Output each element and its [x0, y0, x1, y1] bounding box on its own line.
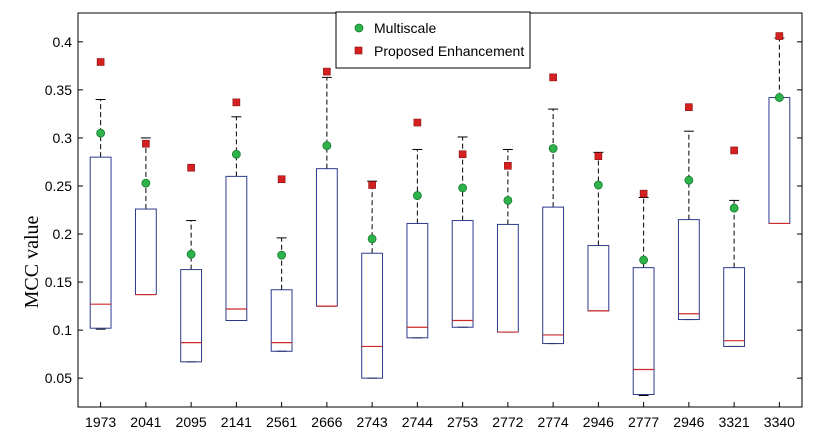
proposed-enhancement-point: [142, 139, 150, 148]
axes: 0.05 0.1 0.15 0.2 0.25 0.3 0.35 0.4 1973 2041 2095…: [45, 12, 803, 430]
x-tick-label: 2095: [176, 414, 207, 430]
plot-area: [89, 32, 791, 396]
proposed-enhancement-point: [594, 152, 603, 160]
multiscale-point: [548, 144, 558, 153]
box: [496, 223, 519, 333]
legend-proposed-label: Proposed Enhancement: [374, 43, 524, 59]
box-group: [632, 197, 655, 396]
multiscale-point: [186, 249, 196, 259]
y-tick-label: 0.2: [53, 226, 73, 242]
legend-box: [335, 11, 531, 69]
plot-frame: [77, 12, 803, 408]
multiscale-point: [458, 183, 468, 193]
box-group: [768, 37, 791, 225]
multiscale-point: [322, 141, 332, 151]
legend-proposed-marker: [354, 46, 363, 55]
box: [632, 267, 655, 396]
proposed-enhancement-point: [232, 98, 241, 107]
y-tick-label: 0.1: [53, 322, 73, 338]
box-group: [542, 108, 565, 345]
y-tick-label: 0.35: [45, 82, 72, 98]
x-tick-label: 2141: [221, 414, 252, 430]
y-tick-label: 0.4: [53, 34, 73, 50]
box: [315, 168, 338, 307]
x-tick-label: 3340: [764, 414, 795, 430]
y-tick-label: 0.15: [45, 274, 72, 290]
box: [587, 245, 610, 312]
x-tick-label: 2777: [628, 414, 659, 430]
y-tick-label: 0.3: [53, 130, 73, 146]
multiscale-point: [684, 175, 694, 185]
x-tick-label: 2561: [266, 414, 297, 430]
multiscale-point: [277, 250, 287, 260]
x-tick-label: 2753: [447, 414, 478, 430]
box-group: [361, 180, 384, 379]
multiscale-point: [729, 203, 739, 213]
y-axis-label: MCC value: [21, 215, 43, 308]
y-tick-label: 0.25: [45, 178, 72, 194]
box: [768, 97, 791, 224]
legend-multiscale-marker: [354, 23, 364, 33]
box-group: [451, 136, 474, 328]
multiscale-point: [96, 128, 106, 138]
proposed-enhancement-point: [96, 58, 105, 66]
x-tick-label: 1973: [85, 414, 116, 430]
proposed-enhancement-point: [639, 189, 648, 198]
multiscale-point: [367, 234, 377, 244]
proposed-enhancement-point: [549, 73, 557, 82]
box: [89, 156, 112, 329]
proposed-enhancement-point: [685, 103, 693, 111]
box: [542, 206, 565, 345]
box-group: [315, 76, 338, 307]
multiscale-point: [774, 93, 784, 102]
box: [270, 289, 293, 352]
multiscale-point: [412, 191, 422, 200]
box: [677, 219, 700, 321]
x-tick-label: 2744: [402, 414, 433, 430]
box: [406, 222, 429, 339]
box-group: [89, 98, 112, 330]
proposed-enhancement-point: [187, 163, 195, 172]
box-group: [270, 237, 293, 352]
y-tick-label: 0.05: [45, 370, 72, 386]
box-group: [406, 148, 429, 339]
box: [723, 267, 746, 347]
x-tick-label: 3321: [719, 414, 750, 430]
x-tick-label: 2772: [492, 414, 523, 430]
proposed-enhancement-point: [775, 32, 784, 40]
x-tick-label: 2946: [583, 414, 614, 430]
x-tick-label: 2946: [673, 414, 704, 430]
proposed-enhancement-point: [323, 67, 331, 76]
multiscale-point: [141, 178, 151, 188]
box: [225, 175, 248, 322]
multiscale-point: [593, 180, 603, 190]
proposed-enhancement-point: [504, 161, 512, 170]
proposed-enhancement-point: [413, 118, 422, 127]
box-group: [496, 148, 519, 333]
box-group: [677, 130, 700, 321]
box-group: [134, 137, 157, 296]
legend: Multiscale Proposed Enhancement: [335, 11, 531, 69]
legend-multiscale-label: Multiscale: [374, 20, 436, 36]
proposed-enhancement-point: [458, 150, 467, 159]
box: [134, 208, 157, 296]
box: [451, 220, 474, 328]
x-tick-label: 2666: [311, 414, 342, 430]
x-tick-label: 2774: [538, 414, 569, 430]
proposed-enhancement-point: [368, 181, 376, 189]
multiscale-point: [503, 195, 513, 205]
box-group: [225, 116, 248, 322]
multiscale-point: [231, 149, 241, 159]
box-group: [723, 199, 746, 347]
box-group: [180, 220, 203, 363]
box: [361, 252, 384, 379]
multiscale-point: [639, 255, 649, 265]
x-tick-label: 2041: [130, 414, 161, 430]
x-tick-label: 2743: [357, 414, 388, 430]
proposed-enhancement-point: [730, 146, 738, 155]
box-group: [587, 151, 610, 312]
proposed-enhancement-point: [277, 175, 286, 184]
box: [180, 269, 203, 363]
